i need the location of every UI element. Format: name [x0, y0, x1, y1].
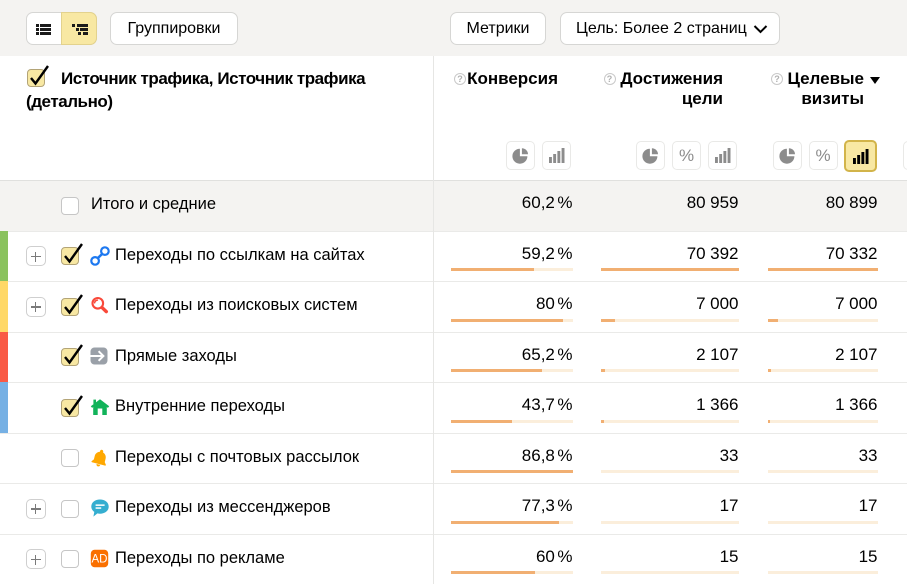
- svg-text:AD: AD: [92, 553, 108, 565]
